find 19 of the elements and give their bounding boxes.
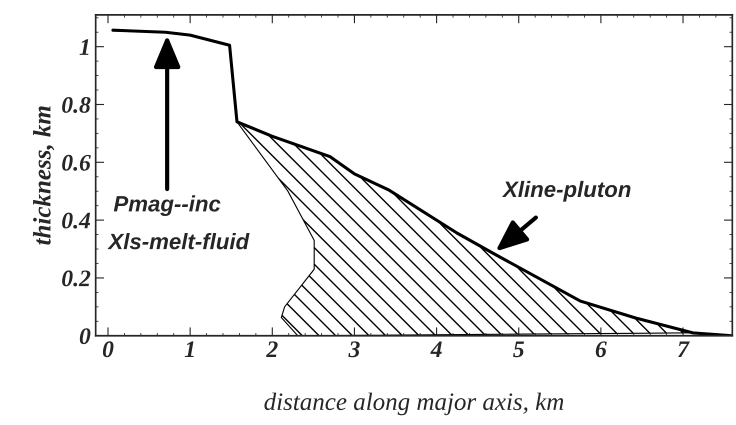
x-tick-label: 1 xyxy=(184,341,194,357)
x-tick-label: 0 xyxy=(102,341,114,358)
y-tick-label: 0.2 xyxy=(62,270,90,286)
y-axis-title: thickness, km xyxy=(33,106,54,245)
y-tick-label: 0.4 xyxy=(62,212,90,229)
annotation: Xline-pluton xyxy=(502,180,630,202)
x-tick-label: 7 xyxy=(678,342,690,357)
x-tick-label: 3 xyxy=(348,341,360,358)
x-axis-title: distance along major axis, km xyxy=(264,392,564,416)
y-tick-label: 0.6 xyxy=(62,154,91,171)
y-tick-label: 0.8 xyxy=(62,96,90,114)
y-tick-label: 0 xyxy=(80,328,90,344)
x-tick-label: 5 xyxy=(513,342,524,358)
annotation: Xls-melt-fluid xyxy=(107,233,250,250)
x-tick-label: 6 xyxy=(596,341,607,358)
y-tick-label: 1 xyxy=(80,39,88,55)
annotation: Pmag--inc xyxy=(114,195,221,216)
x-tick-label: 4 xyxy=(430,341,442,357)
x-tick-label: 2 xyxy=(266,341,278,357)
